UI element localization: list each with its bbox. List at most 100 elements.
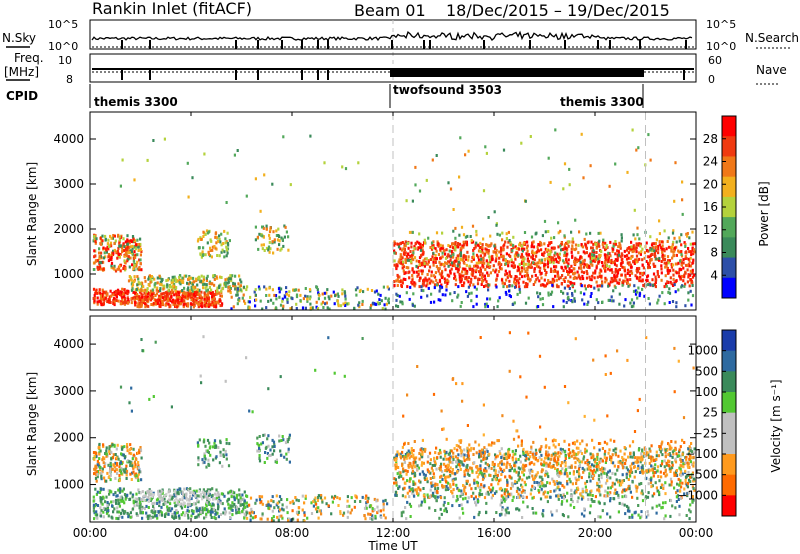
velocity-echo [205,512,208,516]
power-echo [119,290,122,294]
power-echo [175,292,178,296]
power-echo [543,242,546,246]
power-echo [550,246,553,250]
power-echo [215,236,218,240]
power-echo [178,294,181,298]
power-echo [470,240,473,244]
power-echo [594,271,597,275]
velocity-echo [245,501,248,505]
power-echo [608,184,611,188]
power-echo [437,269,440,273]
power-echo [653,253,656,257]
power-echo [672,273,675,277]
velocity-echo [143,498,146,502]
power-echo [225,248,228,252]
velocity-echo [664,450,667,454]
power-echo [446,282,449,285]
power-echo [610,299,613,303]
power-echo [412,251,415,255]
power-echo [585,270,588,273]
power-echo [306,299,309,303]
velocity-echo [94,513,97,517]
velocity-echo [285,505,288,509]
power-echo [453,272,456,276]
velocity-echo [176,501,179,505]
power-echo [485,280,488,284]
power-echo [308,297,311,301]
power-echo [439,243,442,247]
power-echo [397,279,400,283]
velocity-echo [258,457,261,460]
power-echo [463,281,466,285]
power-echo [117,253,120,256]
power-echo [687,275,690,279]
power-echo [518,263,521,266]
velocity-echo [208,446,211,450]
velocity-echo [190,503,193,506]
velocity-echo [656,469,659,473]
power-echo [451,299,454,303]
power-echo [294,288,298,292]
power-echo [552,261,555,265]
power-echo [285,290,288,294]
power-echo [523,257,526,261]
velocity-echo [102,443,105,447]
power-echo [117,246,120,250]
velocity-echo [478,472,481,476]
power-echo [506,285,509,289]
power-echo [481,279,484,283]
power-echo [456,254,459,258]
power-echo [370,303,373,307]
power-echo [616,259,619,262]
power-echo [198,296,201,300]
power-echo [207,290,210,294]
power-echo [401,256,404,260]
velocity-echo [136,475,139,479]
power-echo [194,277,198,281]
power-echo [323,291,326,295]
power-echo [263,249,266,252]
power-echo [282,244,285,248]
power-echo [442,246,445,250]
velocity-echo [304,496,307,500]
power-echo [485,151,488,155]
power-echo [201,250,204,254]
power-echo [576,270,579,274]
power-echo [126,254,129,258]
power-echo [267,245,271,249]
velocity-echo [297,499,300,503]
power-echo [94,240,97,243]
power-echo [678,267,681,271]
power-echo [455,259,458,263]
power-echo [149,289,152,293]
power-echo [174,299,177,303]
power-echo [567,272,570,276]
velocity-echo [419,480,422,484]
power-echo [133,301,137,305]
velocity-echo [277,505,280,509]
velocity-echo [648,447,651,451]
velocity-echo [359,500,362,503]
power-echo [230,307,233,311]
power-echo [168,305,171,309]
power-echo [197,276,200,280]
power-echo [386,285,389,289]
power-echo [626,261,630,265]
velocity-echo [115,447,118,451]
velocity-echo [513,461,516,465]
power-echo [202,230,205,234]
power-echo [404,251,407,255]
power-echo [562,291,565,295]
velocity-echo [452,495,455,499]
power-echo [521,269,524,273]
power-echo [614,286,617,290]
power-echo [467,276,471,280]
velocity-echo [258,495,261,499]
power-echo [218,254,221,258]
power-echo [582,176,585,180]
power-echo [146,158,149,162]
power-echo [205,229,209,233]
power-echo [684,271,687,275]
power-echo [373,290,377,294]
velocity-echo [145,511,148,515]
